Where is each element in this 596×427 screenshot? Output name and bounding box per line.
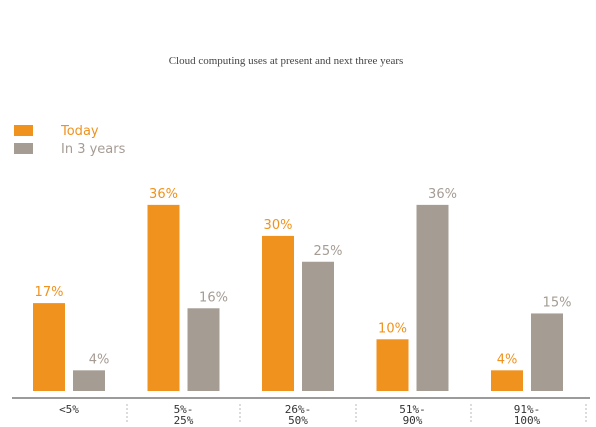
bar-today-5 — [491, 370, 523, 391]
category-label-3: 26%-50% — [285, 403, 312, 427]
value-labels: 17% 4% 36% 16% 30% 25% 10% 36% 4% 15% — [35, 187, 572, 367]
category-label-5: 91%-100% — [514, 403, 541, 427]
bar-today-2 — [147, 204, 180, 391]
value-label-in-3-years-3: 25% — [314, 244, 343, 259]
value-label-today-3: 30% — [264, 218, 293, 233]
category-label-1: <5% — [59, 403, 79, 416]
bar-today-3 — [262, 235, 294, 391]
legend: Today In 3 years — [14, 124, 126, 157]
value-label-today-2: 36% — [149, 187, 178, 202]
value-label-in-3-years-4: 36% — [428, 187, 457, 202]
bar-in-3-years-3 — [302, 261, 334, 391]
bar-in-3-years-1 — [73, 370, 105, 391]
value-label-today-1: 17% — [35, 285, 64, 300]
legend-swatch-1 — [14, 125, 33, 136]
value-label-in-3-years-2: 16% — [199, 290, 228, 305]
bar-today-1 — [33, 303, 65, 391]
value-label-today-5: 4% — [497, 352, 518, 367]
legend-swatch-2 — [14, 143, 33, 154]
legend-label-2: In 3 years — [61, 142, 126, 157]
legend-label-1: Today — [60, 124, 99, 139]
bar-today-4 — [376, 339, 409, 391]
bar-in-3-years-5 — [531, 313, 563, 391]
bar-in-3-years-2 — [187, 308, 220, 391]
value-label-today-4: 10% — [378, 321, 407, 336]
category-label-2: 5%-25% — [174, 403, 194, 427]
x-axis: <5% 5%-25% 26%-50% 51%-90% 91%-100% — [12, 397, 590, 427]
bar-in-3-years-4 — [416, 204, 449, 391]
value-label-in-3-years-5: 15% — [543, 295, 572, 310]
chart-title: Cloud computing uses at present and next… — [169, 55, 404, 67]
category-label-4: 51%-90% — [399, 403, 426, 427]
bars — [33, 204, 563, 391]
value-label-in-3-years-1: 4% — [89, 352, 110, 367]
